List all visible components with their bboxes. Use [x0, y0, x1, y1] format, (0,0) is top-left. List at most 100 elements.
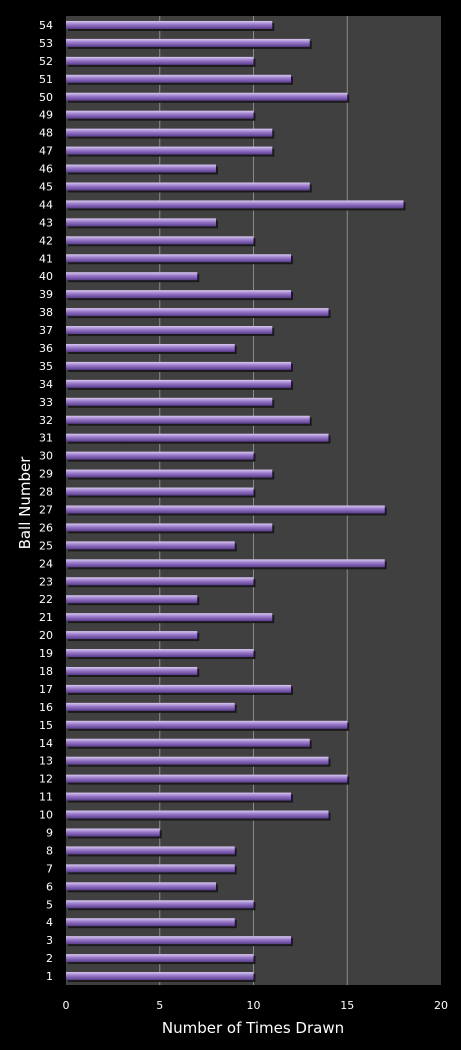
bar-ball-34 — [66, 379, 291, 388]
x-axis-title: Number of Times Drawn — [162, 1019, 344, 1037]
bar-ball-16 — [66, 702, 235, 711]
x-tick-label: 5 — [156, 999, 163, 1012]
y-tick-label: 2 — [46, 952, 53, 965]
bar-ball-18 — [66, 666, 198, 675]
bar-ball-39 — [66, 290, 291, 299]
y-tick-label: 25 — [39, 539, 53, 552]
bar-ball-52 — [66, 56, 254, 65]
bar-ball-46 — [66, 164, 216, 173]
bar-ball-30 — [66, 451, 254, 460]
x-tick-label: 20 — [434, 999, 448, 1012]
bar-ball-19 — [66, 649, 254, 658]
y-tick-label: 42 — [39, 234, 53, 247]
bar-ball-44 — [66, 200, 404, 209]
bar-ball-27 — [66, 505, 385, 514]
y-tick-label: 33 — [39, 396, 53, 409]
bar-ball-13 — [66, 756, 329, 765]
y-tick-label: 39 — [39, 288, 53, 301]
y-tick-label: 23 — [39, 575, 53, 588]
bar-ball-43 — [66, 218, 216, 227]
y-tick-label: 45 — [39, 180, 53, 193]
x-tick-label: 15 — [340, 999, 354, 1012]
y-tick-label: 46 — [39, 163, 53, 176]
y-tick-label: 48 — [39, 127, 53, 140]
bar-ball-17 — [66, 684, 291, 693]
bar-ball-22 — [66, 595, 198, 604]
y-tick-label: 50 — [39, 91, 53, 104]
y-tick-label: 35 — [39, 360, 53, 373]
y-tick-label: 3 — [46, 934, 53, 947]
bar-ball-21 — [66, 613, 273, 622]
bar-ball-51 — [66, 74, 291, 83]
y-tick-label: 18 — [39, 665, 53, 678]
gridlines — [159, 16, 348, 985]
y-tick-label: 6 — [46, 880, 53, 893]
bar-ball-54 — [66, 20, 273, 29]
bar-ball-14 — [66, 738, 310, 747]
y-tick-label: 24 — [39, 557, 53, 570]
bar-ball-49 — [66, 110, 254, 119]
bar-ball-48 — [66, 128, 273, 137]
bar-ball-12 — [66, 774, 348, 783]
y-tick-label: 52 — [39, 55, 53, 68]
bar-ball-24 — [66, 559, 385, 568]
y-tick-label: 14 — [39, 737, 53, 750]
bar-ball-53 — [66, 38, 310, 47]
y-tick-label: 1 — [46, 970, 53, 983]
bar-ball-38 — [66, 308, 329, 317]
bar-ball-15 — [66, 720, 348, 729]
y-tick-label: 20 — [39, 629, 53, 642]
y-tick-label: 54 — [39, 19, 53, 32]
bar-ball-41 — [66, 254, 291, 263]
bar-ball-35 — [66, 361, 291, 370]
bar-ball-5 — [66, 900, 254, 909]
bar-ball-40 — [66, 272, 198, 281]
bar-ball-23 — [66, 577, 254, 586]
y-tick-label: 19 — [39, 647, 53, 660]
bar-ball-3 — [66, 936, 291, 945]
y-tick-label: 43 — [39, 216, 53, 229]
y-tick-label: 29 — [39, 468, 53, 481]
y-tick-label: 7 — [46, 862, 53, 875]
x-tick-labels: 0 5 10 15 20 — [63, 999, 449, 1012]
y-tick-label: 30 — [39, 450, 53, 463]
y-tick-label: 11 — [39, 791, 53, 804]
y-tick-label: 49 — [39, 109, 53, 122]
y-tick-label: 53 — [39, 37, 53, 50]
y-tick-label: 13 — [39, 755, 53, 768]
y-tick-label: 37 — [39, 324, 53, 337]
bar-ball-47 — [66, 146, 273, 155]
y-axis-title: Ball Number — [16, 456, 34, 550]
bar-ball-50 — [66, 92, 348, 101]
y-tick-label: 10 — [39, 809, 53, 822]
bar-ball-31 — [66, 433, 329, 442]
bar-ball-11 — [66, 792, 291, 801]
y-tick-label: 34 — [39, 378, 53, 391]
bar-ball-10 — [66, 810, 329, 819]
y-tick-label: 40 — [39, 270, 53, 283]
bars — [66, 20, 406, 983]
bar-ball-42 — [66, 236, 254, 245]
y-tick-label: 38 — [39, 306, 53, 319]
x-tick-label: 10 — [247, 999, 261, 1012]
bar-ball-33 — [66, 397, 273, 406]
bar-ball-6 — [66, 882, 216, 891]
bar-ball-28 — [66, 487, 254, 496]
bar-ball-29 — [66, 469, 273, 478]
y-tick-label: 22 — [39, 593, 53, 606]
y-tick-label: 44 — [39, 198, 53, 211]
y-tick-label: 8 — [46, 844, 53, 857]
bar-ball-8 — [66, 846, 235, 855]
bar-ball-9 — [66, 828, 160, 837]
bar-ball-1 — [66, 972, 254, 981]
y-tick-label: 16 — [39, 701, 53, 714]
y-tick-label: 31 — [39, 432, 53, 445]
bar-ball-32 — [66, 415, 310, 424]
bar-ball-25 — [66, 541, 235, 550]
y-tick-label: 4 — [46, 916, 53, 929]
y-tick-label: 28 — [39, 486, 53, 499]
bar-ball-4 — [66, 918, 235, 927]
x-tick-label: 0 — [63, 999, 70, 1012]
y-tick-label: 41 — [39, 252, 53, 265]
